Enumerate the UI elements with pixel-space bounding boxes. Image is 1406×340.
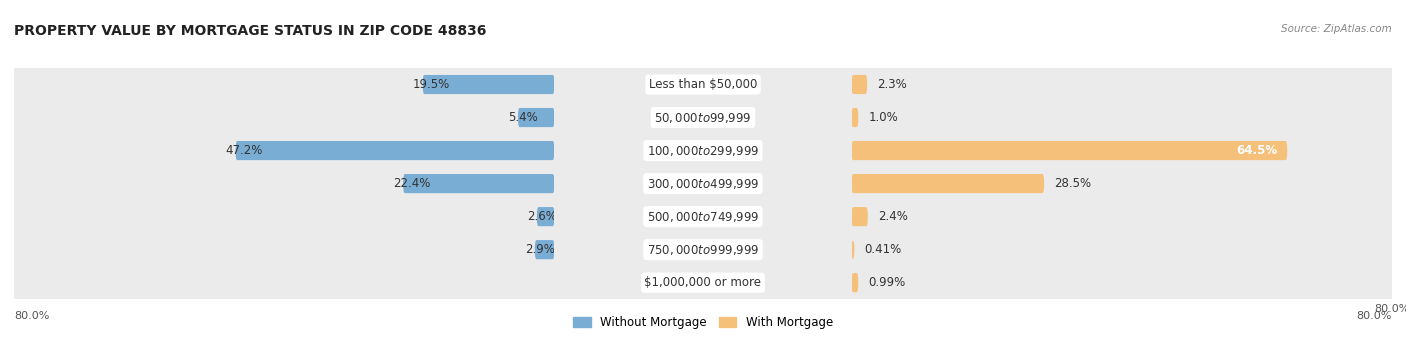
Bar bbox=[852, 266, 1392, 299]
FancyBboxPatch shape bbox=[852, 207, 868, 226]
FancyBboxPatch shape bbox=[852, 141, 1288, 160]
Text: 47.2%: 47.2% bbox=[225, 144, 263, 157]
Text: 80.0%: 80.0% bbox=[1357, 311, 1392, 321]
Text: 19.5%: 19.5% bbox=[412, 78, 450, 91]
Bar bbox=[554, 134, 852, 167]
Bar bbox=[14, 101, 554, 134]
Text: 2.6%: 2.6% bbox=[527, 210, 557, 223]
FancyBboxPatch shape bbox=[852, 75, 868, 94]
Bar bbox=[14, 68, 554, 101]
Bar bbox=[14, 200, 554, 233]
Bar bbox=[554, 68, 852, 101]
Bar bbox=[852, 68, 1392, 101]
Bar bbox=[554, 233, 852, 266]
Legend: Without Mortgage, With Mortgage: Without Mortgage, With Mortgage bbox=[568, 312, 838, 334]
Text: $300,000 to $499,999: $300,000 to $499,999 bbox=[647, 176, 759, 191]
Text: $750,000 to $999,999: $750,000 to $999,999 bbox=[647, 243, 759, 257]
Text: 64.5%: 64.5% bbox=[1236, 144, 1277, 157]
Text: 28.5%: 28.5% bbox=[1054, 177, 1091, 190]
Bar bbox=[852, 167, 1392, 200]
Text: 1.0%: 1.0% bbox=[869, 111, 898, 124]
FancyBboxPatch shape bbox=[537, 207, 554, 226]
Bar bbox=[14, 167, 554, 200]
Bar bbox=[554, 101, 852, 134]
Bar bbox=[852, 200, 1392, 233]
Bar bbox=[14, 134, 554, 167]
FancyBboxPatch shape bbox=[517, 108, 554, 127]
FancyBboxPatch shape bbox=[423, 75, 554, 94]
Text: 0.99%: 0.99% bbox=[869, 276, 905, 289]
Text: 80.0%: 80.0% bbox=[14, 311, 49, 321]
Bar bbox=[554, 266, 852, 299]
Text: 2.3%: 2.3% bbox=[877, 78, 907, 91]
Text: 2.9%: 2.9% bbox=[524, 243, 554, 256]
Bar bbox=[852, 134, 1392, 167]
FancyBboxPatch shape bbox=[404, 174, 554, 193]
Text: $500,000 to $749,999: $500,000 to $749,999 bbox=[647, 210, 759, 224]
Text: 22.4%: 22.4% bbox=[394, 177, 430, 190]
FancyBboxPatch shape bbox=[236, 141, 554, 160]
Bar bbox=[852, 233, 1392, 266]
Bar bbox=[14, 233, 554, 266]
FancyBboxPatch shape bbox=[852, 108, 858, 127]
Text: PROPERTY VALUE BY MORTGAGE STATUS IN ZIP CODE 48836: PROPERTY VALUE BY MORTGAGE STATUS IN ZIP… bbox=[14, 24, 486, 38]
Text: $1,000,000 or more: $1,000,000 or more bbox=[644, 276, 762, 289]
Text: 2.4%: 2.4% bbox=[877, 210, 908, 223]
FancyBboxPatch shape bbox=[852, 240, 855, 259]
Bar bbox=[852, 101, 1392, 134]
Bar bbox=[554, 167, 852, 200]
Text: 0.41%: 0.41% bbox=[865, 243, 901, 256]
Text: $100,000 to $299,999: $100,000 to $299,999 bbox=[647, 143, 759, 157]
Text: 5.4%: 5.4% bbox=[508, 111, 537, 124]
FancyBboxPatch shape bbox=[852, 273, 858, 292]
FancyBboxPatch shape bbox=[534, 240, 554, 259]
Text: Source: ZipAtlas.com: Source: ZipAtlas.com bbox=[1281, 24, 1392, 34]
Text: $50,000 to $99,999: $50,000 to $99,999 bbox=[654, 110, 752, 124]
Bar bbox=[554, 200, 852, 233]
Text: Less than $50,000: Less than $50,000 bbox=[648, 78, 758, 91]
Bar bbox=[14, 266, 554, 299]
FancyBboxPatch shape bbox=[852, 174, 1045, 193]
